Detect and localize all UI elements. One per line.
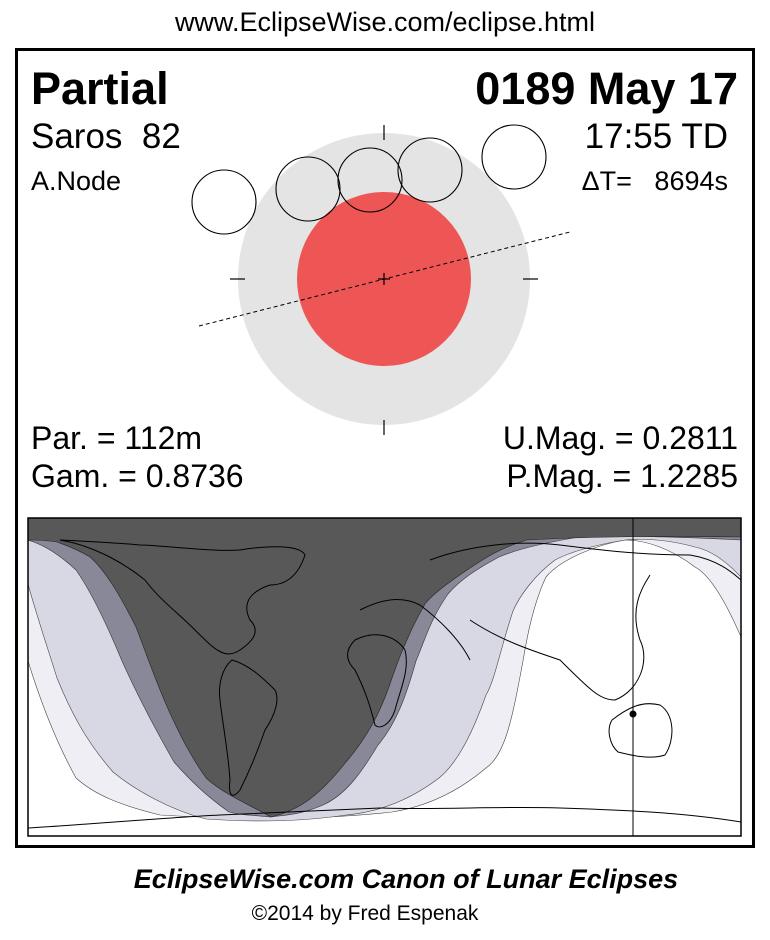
coastlines (28, 539, 741, 829)
source-url: www.EclipseWise.com/eclipse.html (174, 7, 596, 37)
copyright: ©2014 by Fred Espenak (251, 902, 479, 925)
moon-position-p4 (481, 124, 547, 190)
partial-duration: Par. = 112m (31, 420, 203, 456)
penumbral-magnitude: P.Mag. = 1.2285 (506, 458, 738, 494)
moon-path-line (198, 231, 571, 327)
eclipse-time: 17:55 TD (584, 117, 728, 156)
moon-position-p1 (191, 169, 257, 235)
eclipse-date: 0189 May 17 (475, 63, 738, 114)
night-zone (28, 518, 741, 818)
moon-position-u1 (275, 156, 341, 222)
moon-position-greatest (337, 147, 403, 213)
umbral-magnitude: U.Mag. = 0.2811 (502, 420, 738, 456)
delta-t: ΔT= 8694s (581, 166, 728, 196)
node-label: A.Node (31, 166, 122, 196)
footer-title: EclipseWise.com Canon of Lunar Eclipses (133, 864, 679, 894)
visibility-map (27, 517, 742, 837)
sub-lunar-point (629, 710, 637, 718)
diagram-frame (15, 48, 755, 848)
moon-position-u4 (397, 137, 463, 203)
saros-number: Saros 82 (31, 117, 181, 156)
eclipse-type: Partial (31, 63, 169, 114)
gamma: Gam. = 0.8736 (31, 458, 244, 494)
